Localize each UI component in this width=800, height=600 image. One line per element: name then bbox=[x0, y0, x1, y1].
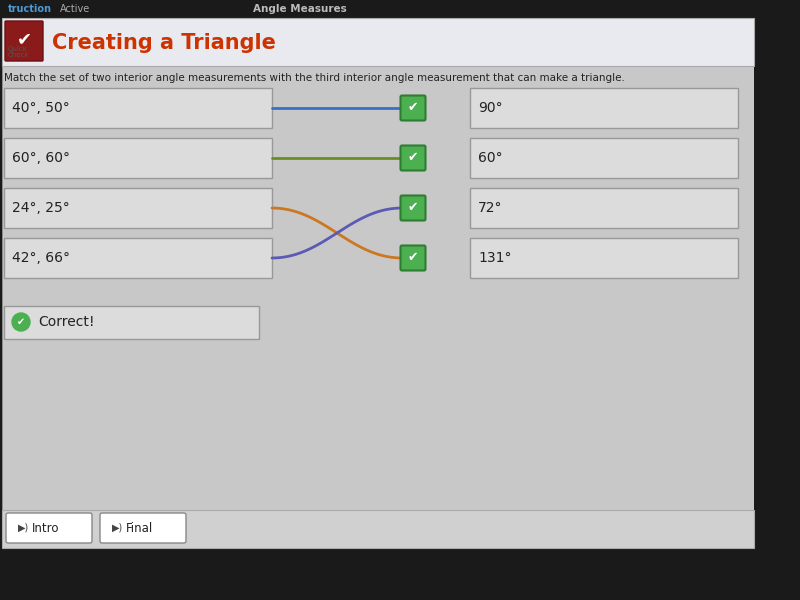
Text: 40°, 50°: 40°, 50° bbox=[12, 101, 70, 115]
Text: Final: Final bbox=[126, 521, 154, 535]
Text: Correct!: Correct! bbox=[38, 315, 94, 329]
FancyBboxPatch shape bbox=[470, 138, 738, 178]
Text: ✔: ✔ bbox=[408, 202, 418, 214]
Text: ✔: ✔ bbox=[408, 101, 418, 115]
FancyBboxPatch shape bbox=[0, 0, 800, 18]
FancyBboxPatch shape bbox=[4, 188, 272, 228]
FancyBboxPatch shape bbox=[401, 145, 426, 170]
Text: Angle Measures: Angle Measures bbox=[253, 4, 347, 14]
Text: Quick: Quick bbox=[8, 46, 28, 52]
FancyBboxPatch shape bbox=[470, 238, 738, 278]
FancyBboxPatch shape bbox=[4, 306, 259, 339]
Text: Creating a Triangle: Creating a Triangle bbox=[52, 33, 276, 53]
Text: 60°: 60° bbox=[478, 151, 502, 165]
FancyBboxPatch shape bbox=[401, 95, 426, 121]
FancyBboxPatch shape bbox=[470, 88, 738, 128]
FancyBboxPatch shape bbox=[2, 18, 754, 66]
Text: ✔: ✔ bbox=[17, 30, 31, 48]
FancyBboxPatch shape bbox=[401, 196, 426, 220]
Text: ✔: ✔ bbox=[17, 317, 25, 327]
FancyBboxPatch shape bbox=[0, 548, 800, 600]
FancyBboxPatch shape bbox=[2, 510, 754, 548]
Text: Intro: Intro bbox=[32, 521, 59, 535]
FancyBboxPatch shape bbox=[4, 138, 272, 178]
Text: 24°, 25°: 24°, 25° bbox=[12, 201, 70, 215]
FancyBboxPatch shape bbox=[470, 188, 738, 228]
FancyBboxPatch shape bbox=[2, 18, 754, 548]
Text: 131°: 131° bbox=[478, 251, 511, 265]
Text: Match the set of two interior angle measurements with the third interior angle m: Match the set of two interior angle meas… bbox=[4, 73, 625, 83]
Text: Active: Active bbox=[60, 4, 90, 14]
Text: truction: truction bbox=[8, 4, 52, 14]
Circle shape bbox=[12, 313, 30, 331]
FancyBboxPatch shape bbox=[6, 513, 92, 543]
FancyBboxPatch shape bbox=[4, 238, 272, 278]
FancyBboxPatch shape bbox=[754, 0, 800, 600]
FancyBboxPatch shape bbox=[5, 21, 43, 61]
FancyBboxPatch shape bbox=[401, 245, 426, 271]
Text: 72°: 72° bbox=[478, 201, 502, 215]
FancyBboxPatch shape bbox=[100, 513, 186, 543]
Text: Check: Check bbox=[8, 52, 30, 58]
Text: ▶): ▶) bbox=[18, 523, 30, 533]
Text: 90°: 90° bbox=[478, 101, 502, 115]
Text: ✔: ✔ bbox=[408, 251, 418, 265]
Text: ▶): ▶) bbox=[112, 523, 123, 533]
Text: 42°, 66°: 42°, 66° bbox=[12, 251, 70, 265]
Text: 60°, 60°: 60°, 60° bbox=[12, 151, 70, 165]
FancyBboxPatch shape bbox=[4, 88, 272, 128]
Text: ✔: ✔ bbox=[408, 151, 418, 164]
